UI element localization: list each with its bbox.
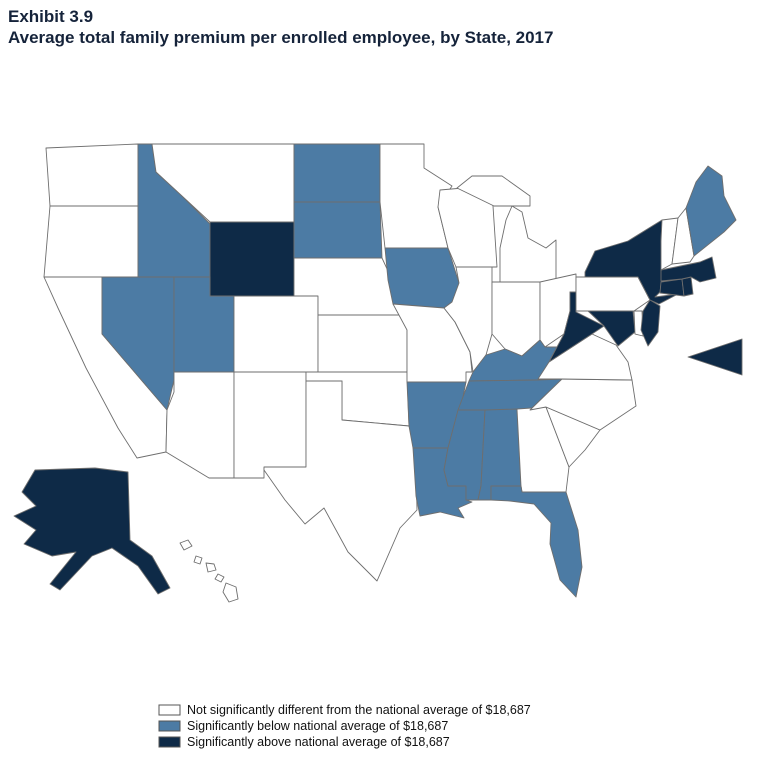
state-sd — [293, 201, 383, 259]
state-dc-callout — [687, 338, 743, 376]
state-in — [491, 281, 541, 357]
title-block: Exhibit 3.9 Average total family premium… — [8, 6, 553, 49]
state-nm — [233, 371, 307, 479]
state-wy — [209, 221, 295, 297]
state-ks — [317, 314, 408, 373]
legend-swatch-below — [158, 720, 181, 732]
state-nd — [293, 143, 381, 203]
legend-swatch-not-different — [158, 704, 181, 716]
state-ny — [584, 219, 679, 305]
state-mi — [456, 175, 557, 283]
state-ia — [384, 247, 460, 309]
state-wv — [548, 291, 605, 363]
exhibit-number: Exhibit 3.9 — [8, 7, 94, 26]
state-nh — [671, 207, 695, 265]
state-co — [233, 295, 319, 373]
legend-label-not-different: Not significantly different from the nat… — [187, 703, 531, 717]
state-me — [685, 165, 737, 257]
legend-label-below: Significantly below national average of … — [187, 719, 449, 733]
legend-item-below: Significantly below national average of … — [158, 718, 531, 734]
state-nj — [640, 299, 661, 347]
state-ri — [681, 276, 694, 297]
legend-label-above: Significantly above national average of … — [187, 735, 450, 749]
state-ct — [659, 278, 685, 297]
exhibit-title: Average total family premium per enrolle… — [8, 28, 554, 48]
legend-item-above: Significantly above national average of … — [158, 734, 531, 750]
state-or — [43, 205, 139, 278]
state-pa — [575, 276, 651, 312]
state-ma — [660, 256, 717, 283]
state-fl — [490, 485, 583, 598]
legend-item-not-different: Not significantly different from the nat… — [158, 702, 531, 718]
state-vt — [660, 217, 679, 271]
state-ak — [13, 467, 171, 595]
legend-swatch-above — [158, 736, 181, 748]
legend: Not significantly different from the nat… — [158, 702, 531, 750]
state-hi — [179, 539, 239, 603]
state-az — [165, 371, 235, 479]
state-wa — [45, 143, 139, 207]
